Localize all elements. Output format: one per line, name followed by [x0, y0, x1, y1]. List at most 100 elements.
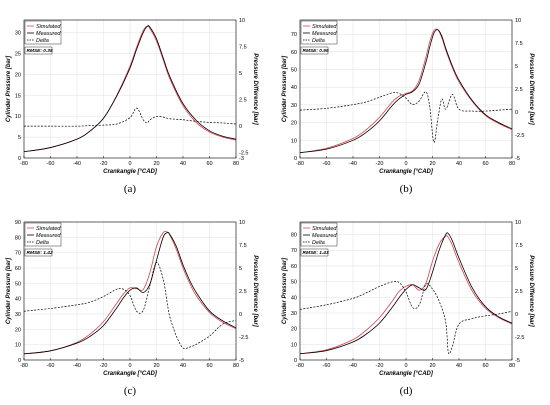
- y-tick-label: 30: [15, 312, 21, 318]
- x-tick-label: -40: [349, 363, 357, 369]
- x-axis-label: Crankangle [°CAD]: [379, 169, 434, 175]
- series-line-simulated: [299, 235, 513, 355]
- y-tick-label: 40: [15, 297, 21, 303]
- x-tick-label: -80: [20, 363, 28, 369]
- y-tick-label: 0: [294, 156, 297, 162]
- y-tick-label: 10: [291, 342, 297, 348]
- y2-tick-label: -2.5: [239, 335, 248, 341]
- legend-label-measured: Measured: [36, 31, 61, 37]
- legend-box: [300, 222, 338, 247]
- y2-axis-label: Pressure Difference [bar]: [252, 255, 258, 328]
- y-tick-label: 40: [291, 85, 297, 91]
- x-tick-label: 0: [128, 161, 131, 167]
- y-axis-label: Cylinder Pressure [bar]: [282, 55, 288, 122]
- x-tick-label: 40: [456, 363, 462, 369]
- x-tick-label: 20: [153, 363, 159, 369]
- y-tick-label: 5: [18, 135, 21, 141]
- legend-label-delta: Delta: [36, 240, 49, 246]
- rmse-label: RMSE: 1.43: [303, 250, 329, 256]
- y2-tick-label: 10: [515, 220, 521, 226]
- series-line-measured: [23, 231, 237, 355]
- legend-label-simulated: Simulated: [36, 24, 61, 30]
- x-tick-label: -80: [20, 161, 28, 167]
- x-tick-label: -40: [349, 161, 357, 167]
- legend-box: [300, 20, 338, 45]
- y-tick-label: 70: [291, 32, 297, 38]
- rmse-label: RMSE: 0.95: [303, 48, 329, 54]
- x-tick-label: -60: [323, 161, 331, 167]
- y-tick-label: 80: [291, 233, 297, 239]
- rmse-box: RMSE: 1.43: [300, 248, 329, 256]
- y2-tick-label: 5: [239, 266, 242, 272]
- y-tick-label: 30: [291, 103, 297, 109]
- series-line-simulated: [23, 230, 237, 355]
- rmse-box: RMSE: 1.42: [24, 248, 53, 257]
- y-axis-label: Cylinder Pressure [bar]: [282, 257, 288, 324]
- y-tick-label: 30: [291, 311, 297, 317]
- legend-label-measured: Measured: [312, 31, 337, 37]
- y-tick-label: 90: [15, 220, 21, 226]
- rmse-box: RMSE: 0.35: [24, 46, 53, 55]
- x-tick-label: -20: [376, 161, 384, 167]
- series-line-measured: [299, 232, 513, 355]
- y2-tick-label: 7.5: [515, 243, 523, 249]
- legend-box: [24, 20, 62, 45]
- legend-label-delta: Delta: [36, 38, 49, 44]
- y2-tick-label: 10: [239, 220, 245, 226]
- y-tick-label: 20: [291, 121, 297, 127]
- y-axis-label: Cylinder Pressure [bar]: [6, 55, 12, 122]
- rmse-label: RMSE: 1.42: [27, 250, 53, 256]
- series-line-measured: [299, 29, 513, 154]
- x-axis-label: Crankangle [°CAD]: [103, 169, 158, 175]
- x-tick-label: -20: [376, 363, 384, 369]
- x-tick-label: 80: [509, 363, 515, 369]
- y2-axis-label: Pressure Difference [bar]: [528, 255, 534, 328]
- x-tick-label: 60: [482, 161, 488, 167]
- chart-panel: -80 -60 -40 -20 0 20 40 60 80 0 5 10 15 20 25 30 -3-2.5 0…: [6, 18, 258, 195]
- x-tick-label: -40: [73, 363, 81, 369]
- rmse-frame: [300, 46, 329, 55]
- y2-tick-label: 2.5: [515, 289, 523, 295]
- y-tick-label: 50: [15, 281, 21, 287]
- grid: [23, 20, 237, 159]
- y-tick-label: 20: [15, 72, 21, 78]
- legend-label-measured: Measured: [36, 233, 61, 239]
- x-tick-label: 40: [180, 363, 186, 369]
- x-tick-label: 40: [180, 161, 186, 167]
- y2-tick-label: 0: [239, 124, 242, 130]
- x-tick-label: 20: [429, 363, 435, 369]
- y2-tick-label: 0: [239, 312, 242, 318]
- y-tick-label: 40: [291, 295, 297, 301]
- legend-label-delta: Delta: [312, 38, 325, 44]
- x-tick-label: 0: [404, 363, 407, 369]
- x-axis-label: Crankangle [°CAD]: [379, 371, 434, 377]
- y-tick-label: 0: [18, 156, 21, 162]
- rmse-frame: [24, 46, 53, 55]
- y2-tick-label: 5: [515, 64, 518, 70]
- series-line-delta: [299, 281, 513, 355]
- y2-tick-label: -5: [515, 156, 520, 162]
- x-tick-label: -20: [100, 161, 108, 167]
- rmse-frame: [24, 248, 53, 257]
- y2-tick-label: 2.5: [515, 87, 523, 93]
- y-tick-label: 25: [15, 51, 21, 57]
- legend-label-measured: Measured: [312, 233, 337, 239]
- y2-axis-label: Pressure Difference [bar]: [252, 53, 258, 126]
- y2-tick-label: 7.5: [239, 45, 247, 51]
- series-line-simulated: [299, 28, 513, 154]
- y-tick-label: 15: [15, 93, 21, 99]
- y2-tick-label: 5: [239, 71, 242, 77]
- x-tick-label: 20: [153, 161, 159, 167]
- x-tick-label: 40: [456, 161, 462, 167]
- x-tick-label: -60: [47, 161, 55, 167]
- y2-tick-label: 2.5: [239, 98, 247, 104]
- x-tick-label: -80: [296, 161, 304, 167]
- y-tick-label: 60: [15, 266, 21, 272]
- y-tick-label: 50: [291, 68, 297, 74]
- x-tick-label: 20: [429, 161, 435, 167]
- chart-panel: -80 -60 -40 -20 0 20 40 60 800102030405060708090…: [6, 220, 258, 397]
